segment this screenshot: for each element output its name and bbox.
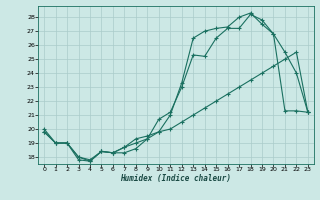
X-axis label: Humidex (Indice chaleur): Humidex (Indice chaleur) [121, 174, 231, 183]
